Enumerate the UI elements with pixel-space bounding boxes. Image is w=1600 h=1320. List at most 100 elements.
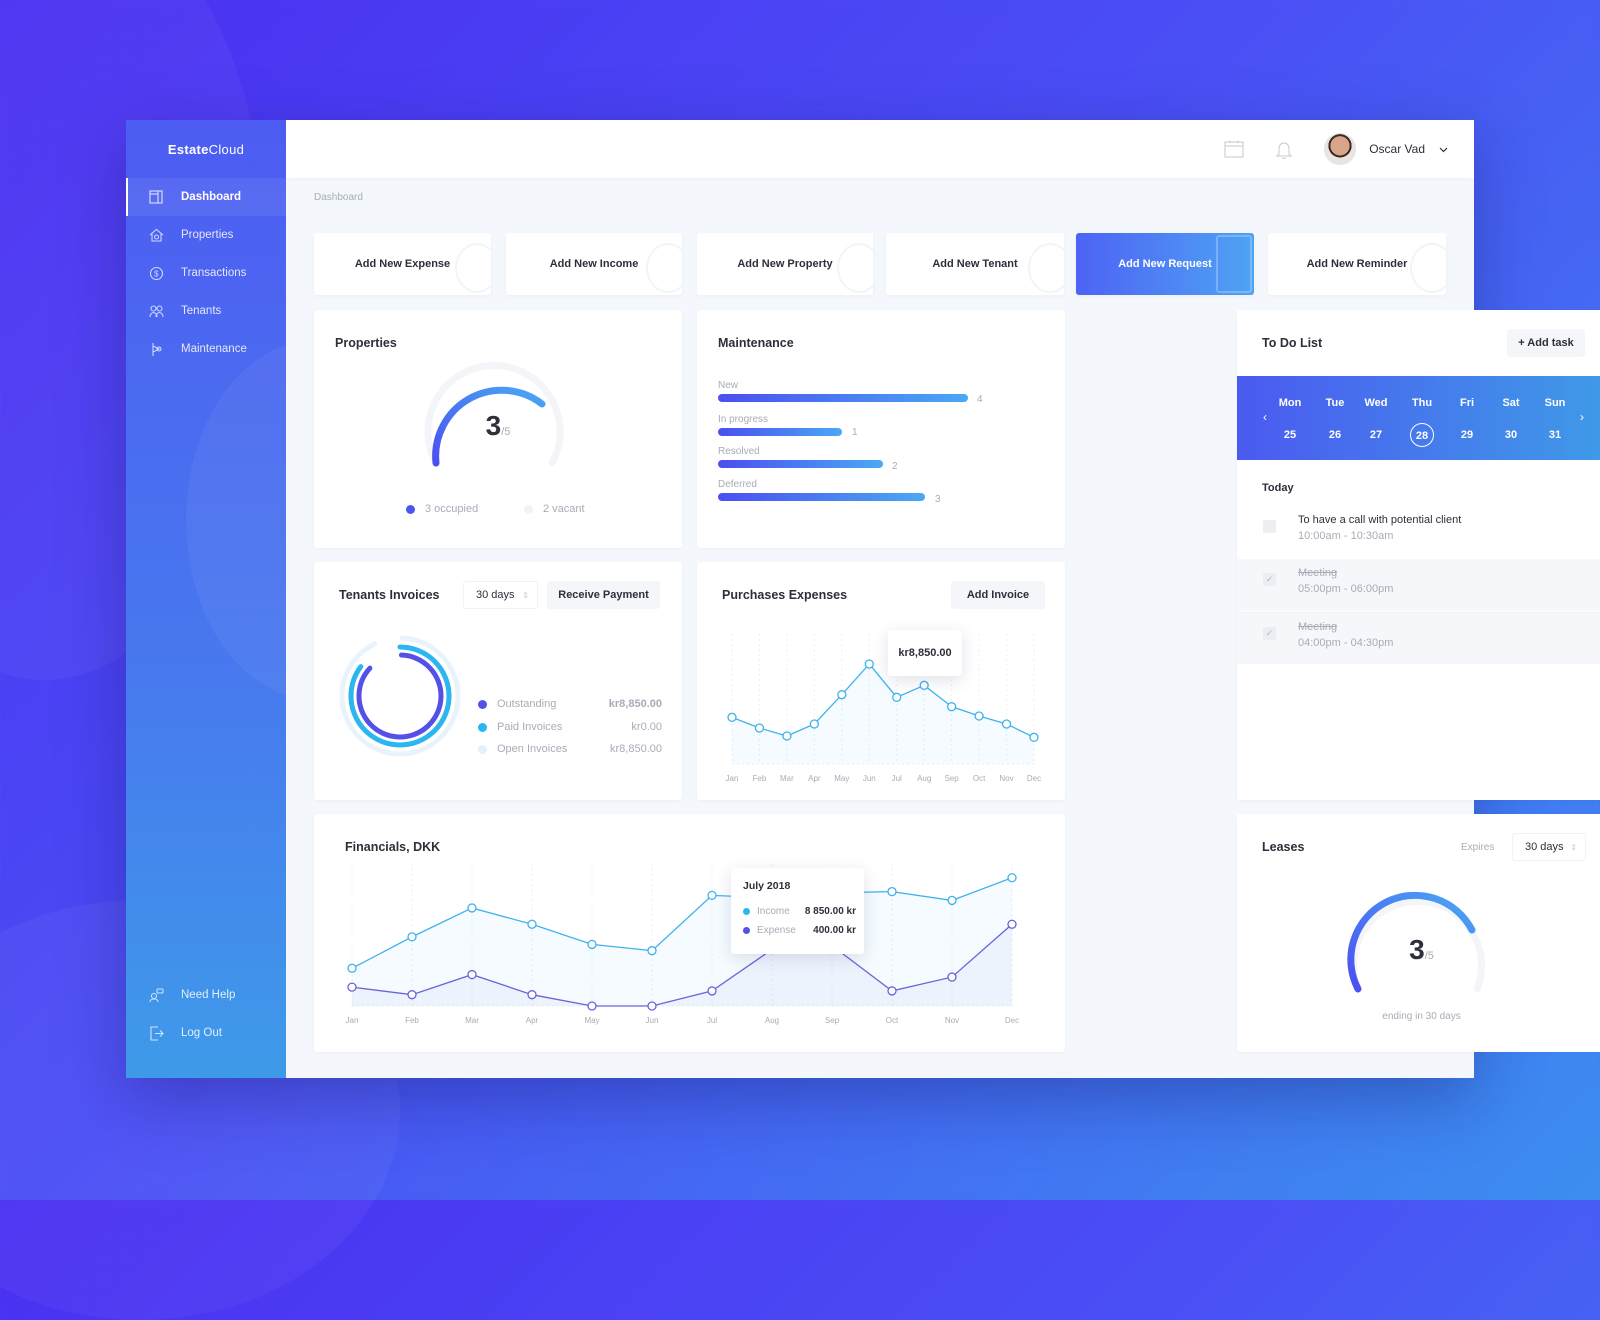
- svg-text:Nov: Nov: [945, 1016, 959, 1025]
- todo-item[interactable]: ✓ Meeting 04:00pm - 04:30pm: [1237, 612, 1600, 664]
- day-number: 31: [1548, 429, 1562, 441]
- chart-tooltip: kr8,850.00: [888, 630, 962, 676]
- properties-count: 3/5: [314, 410, 682, 442]
- maintenance-row-new[interactable]: New: [718, 380, 968, 402]
- legend-paid: Paid Invoices: [478, 721, 562, 733]
- logo-prefix: Estate: [167, 141, 209, 157]
- svg-text:Dec: Dec: [1027, 774, 1041, 783]
- leases-card: Leases Expires 30 days 3/5 ending in 30 …: [1237, 814, 1600, 1052]
- leases-gauge: [1347, 891, 1485, 993]
- sidebar-item-need-help[interactable]: Need Help: [126, 976, 286, 1014]
- svg-text:Jun: Jun: [646, 1016, 659, 1025]
- button-label: Add New Property: [737, 258, 833, 270]
- user-name[interactable]: Oscar Vad: [1369, 142, 1425, 156]
- card-title: Maintenance: [718, 336, 794, 350]
- todo-item[interactable]: To have a call with potential client 10:0…: [1237, 506, 1600, 558]
- svg-text:Jan: Jan: [726, 774, 739, 783]
- checkbox-checked[interactable]: ✓: [1263, 627, 1276, 640]
- calendar-day[interactable]: Fri 29: [1450, 397, 1484, 447]
- task-title: To have a call with potential client: [1298, 514, 1462, 526]
- document-icon: [1216, 235, 1252, 293]
- maintenance-row-deferred[interactable]: Deferred: [718, 479, 925, 501]
- svg-text:Nov: Nov: [999, 774, 1013, 783]
- count-value: 3: [485, 410, 502, 441]
- calendar-day[interactable]: Sun 31: [1538, 397, 1572, 447]
- add-new-request-button[interactable]: Add New Request: [1076, 233, 1254, 295]
- house-icon: [837, 243, 873, 293]
- clock-icon: [1410, 243, 1446, 293]
- tenants-invoices-card: Tenants Invoices 30 days Receive Payment…: [314, 562, 682, 800]
- add-new-expense-button[interactable]: Add New Expense: [314, 233, 491, 295]
- add-invoice-button[interactable]: Add Invoice: [951, 581, 1045, 609]
- add-new-reminder-button[interactable]: Add New Reminder: [1268, 233, 1446, 295]
- calendar-icon[interactable]: [1224, 139, 1244, 159]
- leases-count: 3/5: [1237, 934, 1600, 966]
- tooltip-value: 400.00 kr: [813, 925, 856, 936]
- checkbox-checked[interactable]: ✓: [1263, 573, 1276, 586]
- calendar-day[interactable]: Tue 26: [1318, 397, 1352, 447]
- key-icon: [1028, 243, 1064, 293]
- avatar[interactable]: [1324, 133, 1357, 165]
- chevron-down-icon[interactable]: [1439, 140, 1448, 158]
- sidebar-item-transactions[interactable]: $ Transactions: [126, 254, 286, 292]
- svg-text:Mar: Mar: [780, 774, 794, 783]
- add-new-income-button[interactable]: Add New Income: [506, 233, 682, 295]
- legend-occupied: 3 occupied: [406, 503, 478, 515]
- chevron-right-icon[interactable]: ›: [1580, 410, 1584, 424]
- svg-text:Jun: Jun: [863, 774, 876, 783]
- chevron-left-icon[interactable]: ‹: [1263, 410, 1267, 424]
- wrench-icon: [148, 341, 164, 357]
- task-title: Meeting: [1298, 621, 1338, 633]
- day-name: Sun: [1544, 397, 1566, 409]
- tooltip-title: July 2018: [743, 880, 791, 892]
- maintenance-row-resolved[interactable]: Resolved: [718, 446, 883, 468]
- calendar-day[interactable]: Wed 27: [1359, 397, 1393, 447]
- day-name: Thu: [1411, 397, 1433, 409]
- tooltip-label: Expense: [757, 925, 796, 936]
- maintenance-row-in-progress[interactable]: In progress: [718, 414, 842, 436]
- expires-period-select[interactable]: 30 days: [1512, 833, 1586, 861]
- maintenance-card: Maintenance New 4 In progress 1 Resolved…: [697, 310, 1065, 548]
- svg-text:Mar: Mar: [465, 1016, 479, 1025]
- count-total: /5: [501, 426, 511, 438]
- row-value: 4: [977, 394, 983, 405]
- svg-text:Aug: Aug: [917, 774, 931, 783]
- main-content: Oscar Vad Dashboard Add New Expense Add …: [286, 120, 1600, 1078]
- task-title: Meeting: [1298, 567, 1338, 579]
- add-task-button[interactable]: + Add task: [1507, 329, 1585, 357]
- house-icon: [148, 227, 164, 243]
- properties-gauge: [424, 362, 564, 467]
- day-number: 26: [1328, 429, 1342, 441]
- tooltip-income: Income: [743, 906, 790, 917]
- add-new-tenant-button[interactable]: Add New Tenant: [886, 233, 1064, 295]
- invoices-donut: [339, 635, 461, 757]
- receive-payment-button[interactable]: Receive Payment: [547, 581, 660, 609]
- sidebar-item-tenants[interactable]: Tenants: [126, 292, 286, 330]
- dashboard-icon: [148, 189, 164, 205]
- legend-label: 2 vacant: [543, 503, 585, 515]
- sidebar-item-log-out[interactable]: Log Out: [126, 1014, 286, 1052]
- calendar-day[interactable]: Mon 25: [1273, 397, 1307, 447]
- legend-outstanding: Outstanding: [478, 698, 556, 710]
- sidebar-item-maintenance[interactable]: Maintenance: [126, 330, 286, 368]
- checkbox[interactable]: [1263, 520, 1276, 533]
- task-time: 04:00pm - 04:30pm: [1298, 637, 1394, 649]
- add-new-property-button[interactable]: Add New Property: [697, 233, 873, 295]
- day-name: Mon: [1278, 397, 1302, 409]
- card-title: Financials, DKK: [345, 840, 441, 854]
- bell-icon[interactable]: [1274, 139, 1294, 159]
- task-time: 10:00am - 10:30am: [1298, 530, 1394, 542]
- sidebar-item-label: Tenants: [181, 305, 222, 317]
- count-total: /5: [1424, 950, 1434, 962]
- svg-text:Dec: Dec: [1005, 1016, 1019, 1025]
- calendar-day[interactable]: Sat 30: [1494, 397, 1528, 447]
- breadcrumb[interactable]: Dashboard: [314, 192, 363, 203]
- tooltip-value: 8 850.00 kr: [804, 906, 856, 917]
- purchases-line-chart: Jan Feb Mar Apr May Jun Jul Aug Sep Oct Nov Dec: [726, 634, 1041, 783]
- sidebar-item-properties[interactable]: Properties: [126, 216, 286, 254]
- period-select[interactable]: 30 days: [463, 581, 538, 609]
- app-logo[interactable]: Estate Cloud: [126, 120, 286, 178]
- todo-item[interactable]: ✓ Meeting 05:00pm - 06:00pm: [1237, 559, 1600, 611]
- sidebar-item-dashboard[interactable]: Dashboard: [126, 178, 286, 216]
- calendar-day-selected[interactable]: Thu 28: [1405, 397, 1439, 447]
